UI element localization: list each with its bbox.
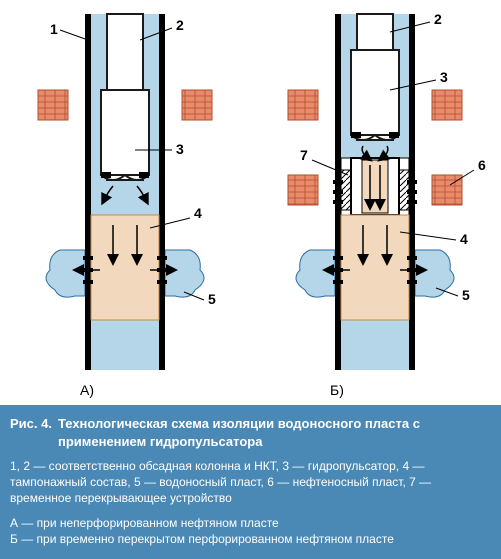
panel-b: 2 3 7 6 4 5 Б) [250,0,500,405]
callout-3: 3 [440,69,448,85]
oil-layer-left [288,175,318,205]
casing-wall-right [159,14,165,370]
figure-legend: 1, 2 — соответственно обсадная колонна и… [10,458,491,507]
water-layer-left [296,250,335,297]
panel-b-label: Б) [330,382,344,398]
variant-a: А — при неперфорированном нефтяном пласт… [10,515,491,531]
figure-label: Рис. 4. [10,415,52,450]
casing-wall-left [85,14,91,370]
callout-3: 3 [176,141,184,157]
hydropulsator [101,90,149,175]
oil-layer-right [432,175,462,205]
closing-device-bore [362,160,388,213]
variant-b: Б — при временно перекрытом перфорирован… [10,531,491,547]
diagram-panels: 1 2 3 4 5 А) [0,0,501,405]
panel-a: 1 2 3 4 5 А) [0,0,250,405]
perforations-oil-left [333,180,343,204]
callout-7: 7 [300,147,308,163]
water-layer-left [46,250,85,297]
leader [60,30,88,40]
panel-a-svg: 1 2 3 4 5 А) [0,0,250,405]
casing-water-lower [91,320,159,370]
water-layer-right [415,250,454,297]
slurry [341,215,409,320]
callout-5: 5 [462,287,470,303]
casing-water-lower [341,320,409,370]
oil-upper-right [432,90,462,120]
panel-a-label: А) [80,382,94,398]
slurry [91,215,159,320]
callout-5: 5 [208,291,216,307]
oil-upper-left [288,90,318,120]
oil-layer-right [182,90,212,120]
callout-6: 6 [478,157,486,173]
callout-2: 2 [434,11,442,27]
callout-4: 4 [460,231,468,247]
panel-b-svg: 2 3 7 6 4 5 Б) [250,0,500,405]
oil-layer-left [38,90,68,120]
perforations-oil-right [407,180,417,204]
callout-1: 1 [50,21,58,37]
callout-2: 2 [176,17,184,33]
figure-caption: Рис. 4. Технологическая схема изоляции в… [0,405,501,559]
hydropulsator [351,50,399,135]
figure-container: 1 2 3 4 5 А) [0,0,501,559]
callout-4: 4 [194,205,202,221]
figure-title: Технологическая схема изоляции водоносно… [58,415,491,450]
water-layer-right [165,250,204,297]
